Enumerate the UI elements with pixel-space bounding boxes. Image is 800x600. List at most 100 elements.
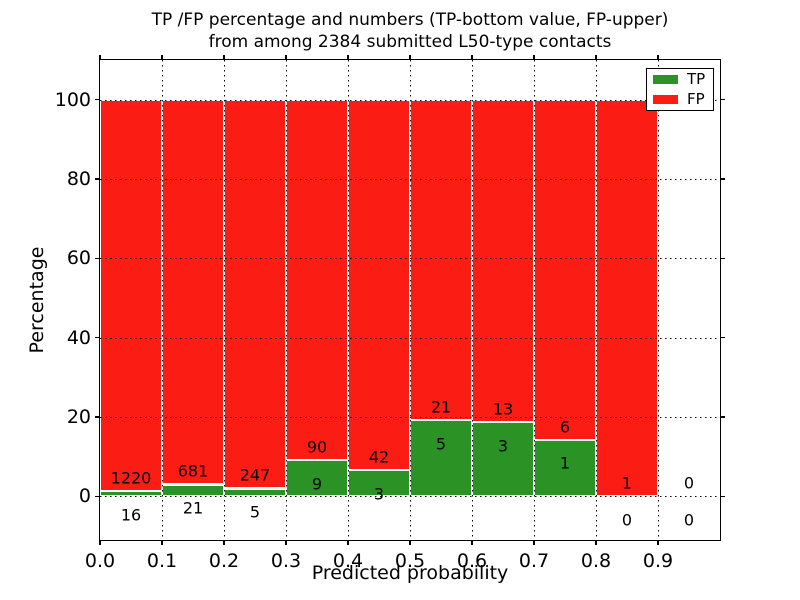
legend-item-fp: FP: [653, 92, 707, 107]
y-tick-mark: [95, 336, 100, 339]
legend-item-tp: TP: [653, 72, 707, 87]
plot-area: 1220 16 681 21 247 5 90 9 42 3 21 5 13 3 6 1 1 0 0 0 0.0 0.1…: [55, 55, 725, 572]
x-tick-label: 0.0: [84, 550, 116, 572]
x-tick-mark-top: [657, 55, 659, 60]
y-tick-label: 80: [66, 168, 91, 190]
bar-tp-segment: [534, 439, 596, 497]
x-tick-mark-top: [595, 55, 597, 60]
tp-count-label: 0: [683, 510, 695, 530]
x-tick-label: 0.6: [456, 550, 488, 572]
gridline-vertical: [224, 60, 225, 540]
legend-label-tp: TP: [687, 70, 706, 88]
y-tick-mark-right: [720, 495, 725, 498]
gridline-vertical: [410, 60, 411, 540]
fp-count-label: 1220: [110, 468, 152, 488]
tp-count-label: 1: [559, 453, 571, 473]
x-tick-label: 0.3: [270, 550, 302, 572]
x-tick-mark: [471, 540, 473, 545]
bar-tp-segment: [410, 420, 472, 497]
fp-count-label: 21: [430, 397, 452, 417]
y-tick-mark: [95, 178, 100, 180]
y-tick-mark: [95, 495, 100, 498]
gridline-vertical: [534, 60, 535, 540]
y-tick-mark-right: [720, 416, 725, 418]
chart-title: TP /FP percentage and numbers (TP-bottom…: [100, 9, 720, 53]
y-tick-mark: [95, 98, 100, 101]
tp-count-label: 5: [435, 434, 447, 454]
tp-count-label: 16: [120, 505, 142, 525]
bar-fp-segment: [534, 99, 596, 440]
x-tick-mark: [595, 540, 597, 545]
gridline-vertical: [348, 60, 349, 540]
bar-fp-segment: [410, 99, 472, 421]
x-tick-label: 0.2: [208, 550, 240, 572]
x-tick-mark-top: [471, 55, 473, 60]
y-tick-label: 60: [66, 247, 91, 270]
x-tick-mark-top: [161, 55, 163, 60]
gridline-vertical: [472, 60, 473, 540]
x-tick-mark-top: [99, 55, 101, 60]
y-tick-mark: [95, 416, 100, 418]
bar-fp-segment: [472, 99, 534, 422]
x-tick-mark: [409, 540, 411, 545]
fp-count-label: 681: [177, 461, 209, 481]
y-tick-label: 100: [54, 88, 91, 111]
y-tick-label: 20: [66, 406, 91, 429]
gridline-vertical: [162, 60, 163, 540]
bar-tp-segment: [348, 469, 410, 497]
x-tick-mark: [99, 540, 101, 545]
x-tick-mark: [223, 540, 225, 545]
y-tick-mark: [95, 257, 100, 260]
legend-swatch-tp: [653, 75, 678, 84]
bar-tp-segment: [100, 491, 162, 497]
x-tick-mark-top: [409, 55, 411, 60]
x-tick-label: 0.8: [580, 550, 612, 572]
fp-count-label: 247: [239, 465, 271, 485]
bar-tp-segment: [162, 484, 224, 497]
x-tick-label: 0.7: [518, 550, 550, 572]
x-tick-mark-top: [533, 55, 535, 60]
x-tick-mark: [347, 540, 349, 545]
legend: TP FP: [646, 68, 714, 111]
tp-count-label: 3: [373, 484, 385, 504]
gridline-vertical: [286, 60, 287, 540]
y-tick-mark-right: [720, 257, 725, 260]
x-tick-mark: [161, 540, 163, 545]
x-tick-mark: [657, 540, 659, 545]
tp-count-label: 21: [182, 498, 204, 518]
chart-title-line1: TP /FP percentage and numbers (TP-bottom…: [151, 10, 669, 30]
tp-count-label: 0: [621, 510, 633, 530]
tp-count-label: 3: [497, 436, 509, 456]
x-tick-mark-top: [347, 55, 349, 60]
fp-count-label: 90: [306, 437, 328, 457]
bar-fp-segment: [596, 99, 658, 497]
y-tick-mark-right: [720, 178, 725, 180]
x-tick-mark-top: [285, 55, 287, 60]
bar-fp-segment: [162, 99, 224, 485]
bar-fp-segment: [224, 99, 286, 489]
x-tick-mark-top: [223, 55, 225, 60]
fp-count-label: 1: [621, 473, 633, 493]
fp-count-label: 6: [559, 417, 571, 437]
fp-count-label: 0: [683, 473, 695, 493]
y-tick-mark-right: [720, 336, 725, 339]
bar-fp-segment: [348, 99, 410, 470]
y-tick-label: 0: [78, 485, 91, 508]
bar-tp-segment: [472, 421, 534, 497]
x-tick-label: 0.1: [146, 550, 178, 572]
legend-swatch-fp: [653, 95, 678, 104]
x-tick-label: 0.5: [394, 550, 426, 572]
x-tick-label: 0.4: [332, 550, 364, 572]
bar-fp-segment: [100, 99, 162, 492]
y-tick-label: 40: [66, 326, 91, 349]
x-axis-label: Predicted probability: [311, 562, 509, 584]
fp-count-label: 42: [368, 447, 390, 467]
chart-title-line2: from among 2384 submitted L50-type conta…: [208, 32, 612, 52]
x-tick-mark: [533, 540, 535, 545]
x-tick-label: 0.9: [642, 550, 674, 572]
y-axis-label: Percentage: [26, 246, 48, 354]
y-tick-mark-right: [720, 98, 725, 101]
legend-label-fp: FP: [687, 90, 705, 108]
bar-fp-segment: [286, 99, 348, 461]
